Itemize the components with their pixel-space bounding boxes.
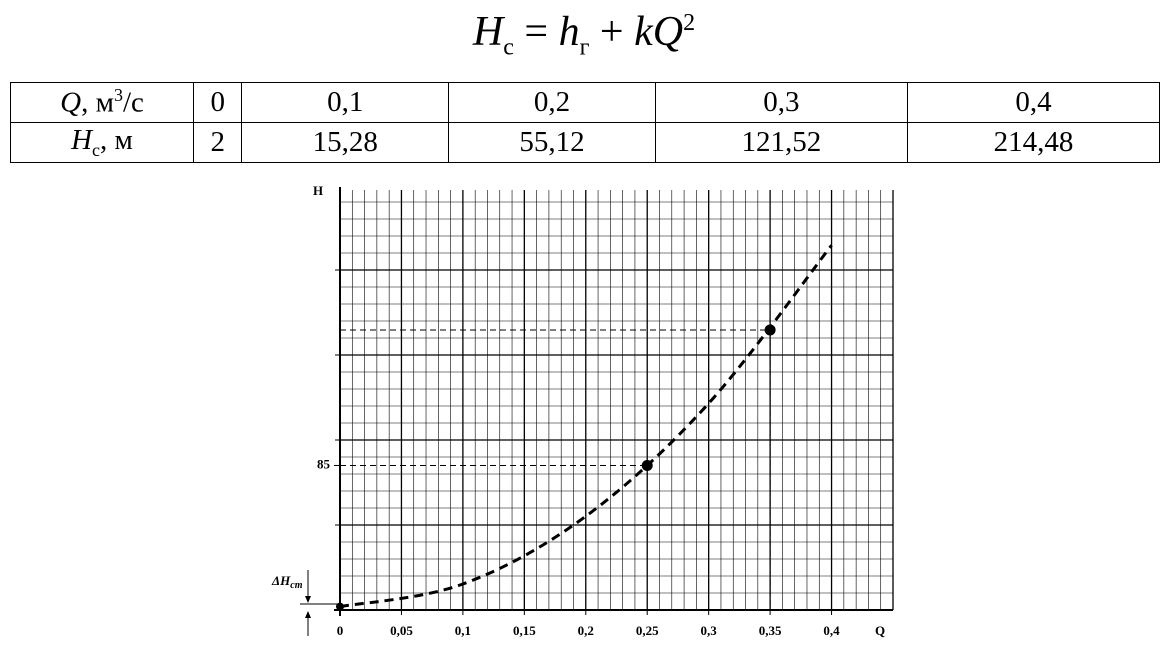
x-tick-label: 0,25 xyxy=(636,623,659,638)
cell: 55,12 xyxy=(448,122,656,163)
formula-sub: г xyxy=(579,34,590,61)
unit-sup: 3 xyxy=(113,85,123,106)
arrowhead xyxy=(305,611,311,618)
x-tick-label: 0,4 xyxy=(823,623,840,638)
y-axis-label: H xyxy=(313,183,323,198)
annotation-sub: ст xyxy=(290,580,302,591)
unit: , м xyxy=(81,86,114,119)
x-tick-label: 0,1 xyxy=(455,623,471,638)
cell: 2 xyxy=(192,122,243,163)
formula-equals: = xyxy=(524,9,549,55)
formula-sub: с xyxy=(503,34,514,61)
formula-sup: 2 xyxy=(683,10,696,36)
formula: Hс = hг + kQ2 xyxy=(0,8,1168,61)
arrowhead xyxy=(305,596,311,603)
formula-plus: + xyxy=(599,9,624,55)
annotation-text: ΔH xyxy=(271,573,291,588)
point xyxy=(641,459,653,471)
point xyxy=(764,324,776,336)
formula-term: kQ xyxy=(634,9,684,55)
annotation: ΔHст xyxy=(271,573,303,591)
var-sub: с xyxy=(92,139,101,160)
table-row: Q, м3/с 0 0,1 0,2 0,3 0,4 xyxy=(10,82,1161,123)
cell: 0 xyxy=(192,82,243,123)
x-tick-label: 0,05 xyxy=(390,623,413,638)
cell: 214,48 xyxy=(906,122,1161,163)
curve xyxy=(339,244,833,609)
x-tick-label: 0 xyxy=(337,623,344,638)
x-axis-label: Q xyxy=(875,623,885,638)
formula-lhs: H xyxy=(472,9,504,55)
data-table: Q, м3/с 0 0,1 0,2 0,3 0,4 Hс, м 2 15,28 55,12 1… xyxy=(10,82,1161,163)
formula-term: h xyxy=(558,9,580,55)
cell: 0,1 xyxy=(241,82,450,123)
unit: , м xyxy=(100,124,133,157)
x-tick-label: 0,2 xyxy=(578,623,594,638)
x-tick-label: 0,35 xyxy=(759,623,782,638)
cell: 0,2 xyxy=(448,82,656,123)
graph-paper xyxy=(335,190,894,611)
x-tick-label: 0,15 xyxy=(513,623,536,638)
table-row: Hс, м 2 15,28 55,12 121,52 214,48 xyxy=(10,122,1161,163)
y-tick-label: 85 xyxy=(317,456,331,471)
var: H xyxy=(71,124,93,157)
x-tick-label: 0,3 xyxy=(701,623,718,638)
unit: /с xyxy=(122,86,144,119)
var: Q xyxy=(60,86,82,119)
start-point xyxy=(336,602,344,611)
cell: 15,28 xyxy=(241,122,450,163)
cell: 0,4 xyxy=(906,82,1161,123)
cell: 121,52 xyxy=(654,122,908,163)
